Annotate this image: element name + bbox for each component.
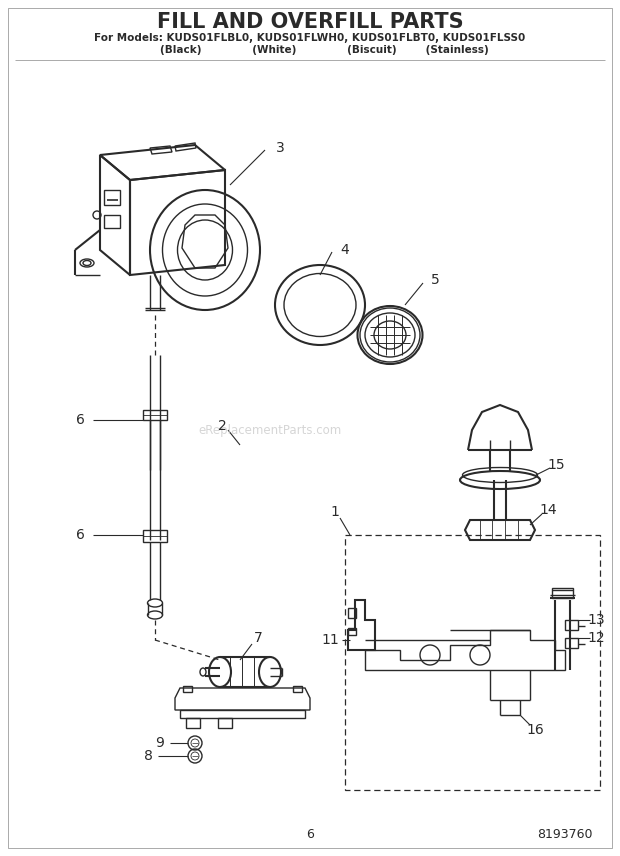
Text: 2: 2 bbox=[218, 419, 226, 433]
Text: 6: 6 bbox=[76, 413, 84, 427]
Text: 12: 12 bbox=[587, 631, 605, 645]
Text: 13: 13 bbox=[587, 613, 605, 627]
Text: (Black)              (White)              (Biscuit)        (Stainless): (Black) (White) (Biscuit) (Stainless) bbox=[131, 45, 489, 55]
Text: 3: 3 bbox=[276, 141, 285, 155]
Text: 11: 11 bbox=[321, 633, 339, 647]
Text: 6: 6 bbox=[306, 829, 314, 841]
Text: 1: 1 bbox=[330, 505, 339, 519]
Text: eReplacementParts.com: eReplacementParts.com bbox=[198, 424, 342, 437]
Text: 7: 7 bbox=[254, 631, 262, 645]
Text: For Models: KUDS01FLBL0, KUDS01FLWH0, KUDS01FLBT0, KUDS01FLSS0: For Models: KUDS01FLBL0, KUDS01FLWH0, KU… bbox=[94, 33, 526, 43]
Text: 8193760: 8193760 bbox=[538, 829, 593, 841]
Text: 9: 9 bbox=[156, 736, 164, 750]
Text: 6: 6 bbox=[76, 528, 84, 542]
Text: 5: 5 bbox=[431, 273, 440, 287]
Text: 8: 8 bbox=[144, 749, 153, 763]
Text: 16: 16 bbox=[526, 723, 544, 737]
Text: 14: 14 bbox=[539, 503, 557, 517]
Text: 4: 4 bbox=[340, 243, 350, 257]
Text: FILL AND OVERFILL PARTS: FILL AND OVERFILL PARTS bbox=[157, 12, 463, 32]
Text: 15: 15 bbox=[547, 458, 565, 472]
